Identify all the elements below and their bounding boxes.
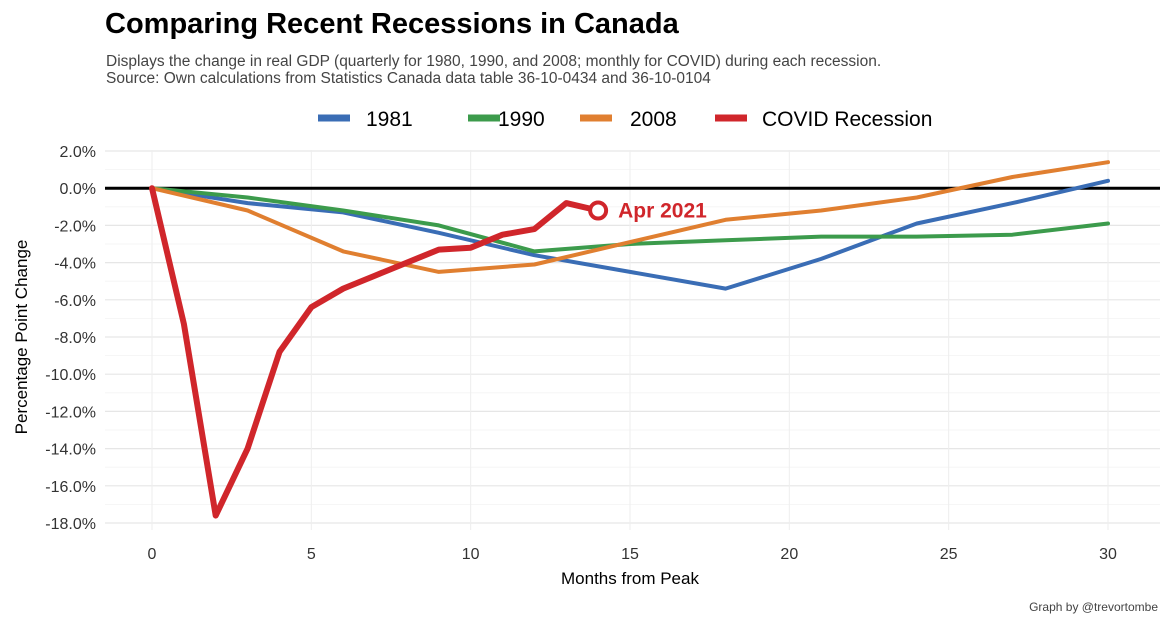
legend-label: COVID Recession: [762, 108, 932, 131]
caption: Graph by @trevortombe: [1029, 600, 1158, 614]
subtitle-line-1: Displays the change in real GDP (quarter…: [106, 53, 882, 70]
grid-lines: [105, 150, 1160, 530]
x-tick-label: 20: [780, 546, 798, 563]
series-line-2008: [150, 160, 1110, 274]
y-tick-label: -12.0%: [45, 404, 96, 421]
series-lines: [149, 160, 1110, 519]
y-tick-label: -4.0%: [54, 256, 96, 273]
x-tick-label: 30: [1099, 546, 1117, 563]
x-tick-label: 10: [462, 546, 480, 563]
subtitle-line-2: Source: Own calculations from Statistics…: [106, 70, 711, 87]
legend-label: 1990: [498, 108, 545, 131]
y-tick-label: -6.0%: [54, 293, 96, 310]
legend-label: 2008: [630, 108, 677, 131]
annotation: Apr 2021: [588, 200, 707, 223]
y-tick-label: -2.0%: [54, 218, 96, 235]
y-tick-label: 0.0%: [60, 181, 96, 198]
annotation-marker: [588, 200, 609, 221]
annotation-label: Apr 2021: [618, 200, 707, 223]
y-tick-label: -10.0%: [45, 367, 96, 384]
y-tick-label: -16.0%: [45, 479, 96, 496]
y-tick-label: -18.0%: [45, 516, 96, 533]
y-tick-label: -8.0%: [54, 330, 96, 347]
series-line-covid-recession: [149, 185, 602, 519]
legend-label: 1981: [366, 108, 413, 131]
x-tick-label: 5: [307, 546, 316, 563]
x-axis-title: Months from Peak: [561, 569, 699, 588]
x-axis-ticks: 0 5 10 15 20 25 30: [148, 546, 1117, 563]
legend: 1981 1990 2008 COVID Recession: [318, 108, 932, 131]
x-tick-label: 0: [148, 546, 157, 563]
x-tick-label: 25: [940, 546, 958, 563]
series-line-1981: [150, 178, 1110, 291]
chart-subtitle: Displays the change in real GDP (quarter…: [106, 53, 881, 87]
x-tick-label: 15: [621, 546, 639, 563]
y-tick-label: 2.0%: [60, 144, 96, 161]
y-axis-title: Percentage Point Change: [12, 240, 31, 435]
y-tick-label: -14.0%: [45, 442, 96, 459]
chart-title: Comparing Recent Recessions in Canada: [105, 8, 679, 40]
y-axis-ticks: 2.0% 0.0% -2.0% -4.0% -6.0% -8.0% -10.0% -12.0%…: [45, 144, 96, 533]
